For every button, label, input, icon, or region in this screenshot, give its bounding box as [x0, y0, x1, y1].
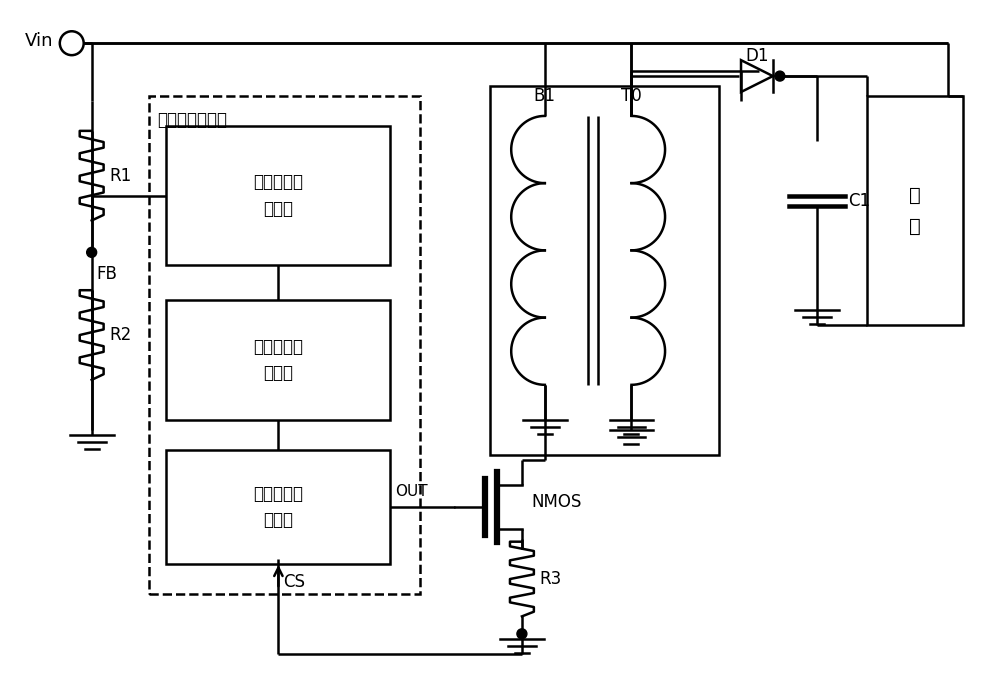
Text: OUT: OUT — [395, 484, 428, 499]
Bar — [166, 126, 390, 265]
Bar — [166, 300, 390, 419]
Bar — [490, 86, 719, 455]
Text: D1: D1 — [745, 47, 769, 65]
Text: CS: CS — [283, 573, 305, 591]
Bar — [867, 96, 963, 325]
Text: 消磁电压采
样电路: 消磁电压采 样电路 — [253, 173, 303, 218]
Text: 恒流驱动控制器: 恒流驱动控制器 — [157, 111, 227, 129]
Text: C1: C1 — [849, 191, 871, 210]
Text: R2: R2 — [110, 326, 132, 344]
Text: R1: R1 — [110, 167, 132, 184]
Text: 恒流逻辑控
制电路: 恒流逻辑控 制电路 — [253, 485, 303, 529]
Text: R3: R3 — [540, 570, 562, 588]
Text: B1: B1 — [534, 87, 556, 105]
Text: 负
载: 负 载 — [909, 186, 921, 236]
Text: T0: T0 — [621, 87, 642, 105]
Text: NMOS: NMOS — [532, 493, 582, 511]
Circle shape — [517, 629, 527, 639]
Bar — [149, 96, 420, 594]
Text: 消磁时间检
测电路: 消磁时间检 测电路 — [253, 337, 303, 382]
Text: FB: FB — [97, 265, 118, 283]
Circle shape — [775, 71, 785, 81]
Bar — [166, 449, 390, 564]
Text: Vin: Vin — [25, 32, 54, 51]
Circle shape — [87, 247, 97, 257]
